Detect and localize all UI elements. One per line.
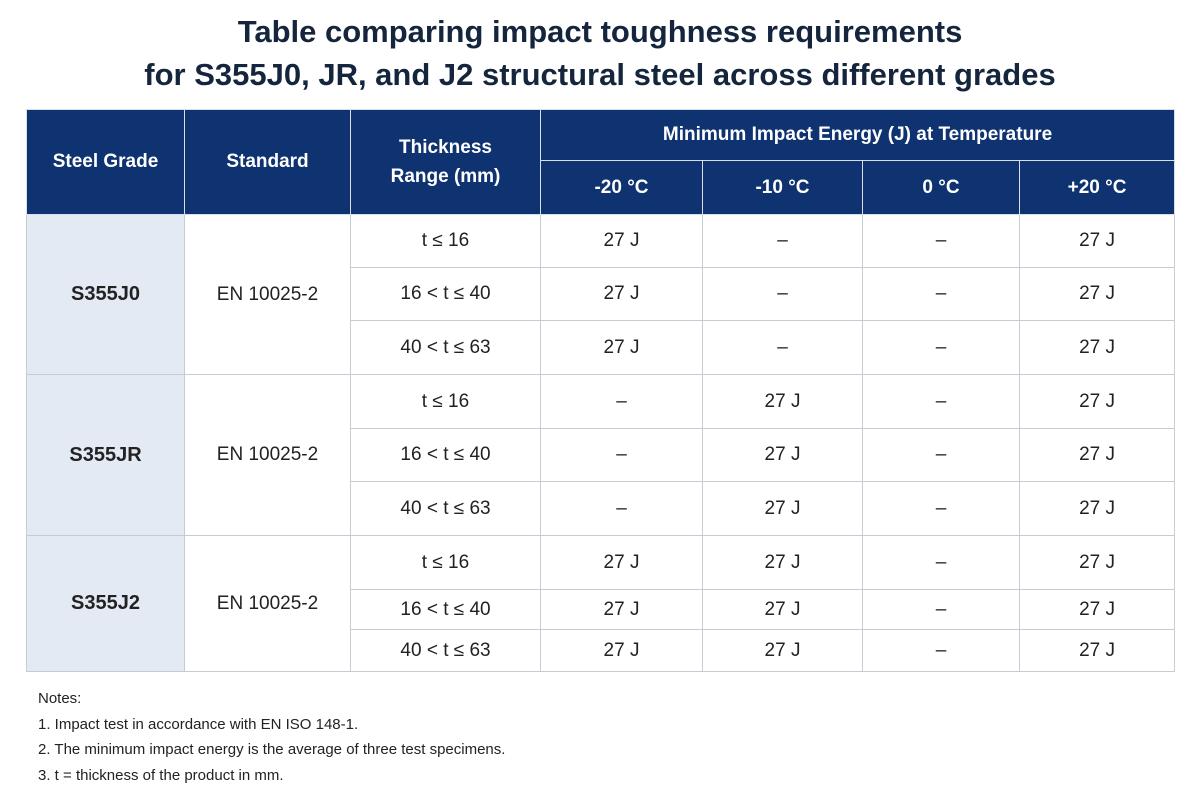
standard-cell: EN 10025-2: [184, 374, 351, 536]
energy-cell: 27 J: [702, 629, 863, 672]
header-thickness-line-2: Range (mm): [390, 166, 501, 187]
energy-cell: 27 J: [540, 629, 703, 672]
energy-cell: –: [540, 374, 703, 429]
energy-cell: –: [702, 214, 863, 268]
note-item: 2. The minimum impact energy is the aver…: [38, 741, 506, 758]
energy-cell: 27 J: [540, 267, 703, 321]
energy-cell: 27 J: [1018, 589, 1176, 630]
header-impact-energy-group: Minimum Impact Energy (J) at Temperature: [539, 109, 1176, 161]
impact-toughness-table: Steel Grade Standard Thickness Range (mm…: [26, 109, 1176, 672]
energy-cell: –: [862, 267, 1020, 321]
energy-cell: –: [862, 629, 1020, 672]
thickness-cell: 16 < t ≤ 40: [350, 589, 541, 630]
energy-cell: –: [702, 320, 863, 375]
header-temp-minus-10: -10 °C: [702, 160, 863, 215]
thickness-cell: t ≤ 16: [350, 535, 541, 590]
energy-cell: 27 J: [1018, 481, 1176, 536]
energy-cell: 27 J: [540, 214, 703, 268]
header-temp-plus-20: +20 °C: [1018, 160, 1176, 215]
energy-cell: 27 J: [1018, 267, 1176, 321]
energy-cell: –: [540, 481, 703, 536]
note-item: 3. t = thickness of the product in mm.: [38, 766, 284, 784]
energy-cell: 27 J: [540, 535, 703, 590]
header-thickness-line-1: Thickness: [399, 137, 492, 158]
energy-cell: –: [862, 535, 1020, 590]
energy-cell: 27 J: [1018, 214, 1176, 268]
energy-cell: –: [862, 589, 1020, 630]
thickness-cell: 40 < t ≤ 63: [350, 481, 541, 536]
grade-cell: S355JR: [26, 374, 185, 536]
note-item: 1. Impact test in accordance with EN ISO…: [38, 715, 359, 733]
energy-cell: 27 J: [702, 589, 863, 630]
header-temp-minus-20: -20 °C: [540, 160, 703, 215]
notes-heading: Notes:: [38, 690, 82, 707]
energy-cell: –: [862, 428, 1020, 482]
title-line-2: for S355J0, JR, and J2 structural steel …: [144, 57, 1056, 92]
energy-cell: 27 J: [1018, 535, 1176, 590]
thickness-cell: t ≤ 16: [350, 374, 541, 429]
table-row: S355J0 EN 10025-2 t ≤ 16 27 J – – 27 J: [26, 214, 1176, 375]
title-line-1: Table comparing impact toughness require…: [237, 14, 963, 49]
table-row: 16 < t ≤ 40 27 J 27 J – 27 J: [27, 589, 1176, 630]
table-row: 40 < t ≤ 63 27 J 27 J – 27 J: [27, 629, 1176, 672]
table-row: 16 < t ≤ 40 – 27 J – 27 J: [27, 428, 1176, 482]
energy-cell: 27 J: [1018, 374, 1176, 429]
table-row: 40 < t ≤ 63 – 27 J – 27 J: [27, 481, 1176, 536]
energy-cell: –: [702, 267, 863, 321]
table-row: S355JR EN 10025-2 t ≤ 16 – 27 J – 27 J: [26, 374, 1176, 536]
energy-cell: –: [862, 320, 1020, 375]
energy-cell: 27 J: [702, 535, 863, 590]
header-temp-0: 0 °C: [862, 160, 1020, 215]
energy-cell: 27 J: [702, 428, 863, 482]
thickness-cell: 16 < t ≤ 40: [350, 428, 541, 482]
energy-cell: –: [540, 428, 703, 482]
energy-cell: 27 J: [1018, 428, 1176, 482]
energy-cell: 27 J: [702, 374, 863, 429]
energy-cell: 27 J: [702, 481, 863, 536]
energy-cell: 27 J: [1018, 629, 1176, 672]
table-row: 40 < t ≤ 63 27 J – – 27 J: [27, 320, 1176, 375]
energy-cell: 27 J: [540, 589, 703, 630]
energy-cell: –: [862, 214, 1020, 268]
grade-cell: S355J0: [26, 214, 185, 375]
table-row: 16 < t ≤ 40 27 J – – 27 J: [27, 267, 1176, 321]
standard-cell: EN 10025-2: [184, 214, 351, 375]
table-row: S355J2 EN 10025-2 t ≤ 16 27 J 27 J – 27 …: [26, 535, 1176, 672]
standard-cell: EN 10025-2: [184, 535, 351, 672]
header-standard: Standard: [184, 109, 351, 215]
thickness-cell: 40 < t ≤ 63: [350, 320, 541, 375]
energy-cell: –: [862, 481, 1020, 536]
notes-section: Notes: 1. Impact test in accordance with…: [38, 686, 505, 788]
thickness-cell: t ≤ 16: [350, 214, 541, 268]
header-steel-grade: Steel Grade: [26, 109, 185, 215]
thickness-cell: 16 < t ≤ 40: [350, 267, 541, 321]
thickness-cell: 40 < t ≤ 63: [350, 629, 541, 672]
grade-cell: S355J2: [26, 535, 185, 672]
page-title: Table comparing impact toughness require…: [0, 10, 1200, 96]
energy-cell: –: [862, 374, 1020, 429]
energy-cell: 27 J: [540, 320, 703, 375]
header-thickness-range: Thickness Range (mm): [350, 109, 541, 215]
energy-cell: 27 J: [1018, 320, 1176, 375]
